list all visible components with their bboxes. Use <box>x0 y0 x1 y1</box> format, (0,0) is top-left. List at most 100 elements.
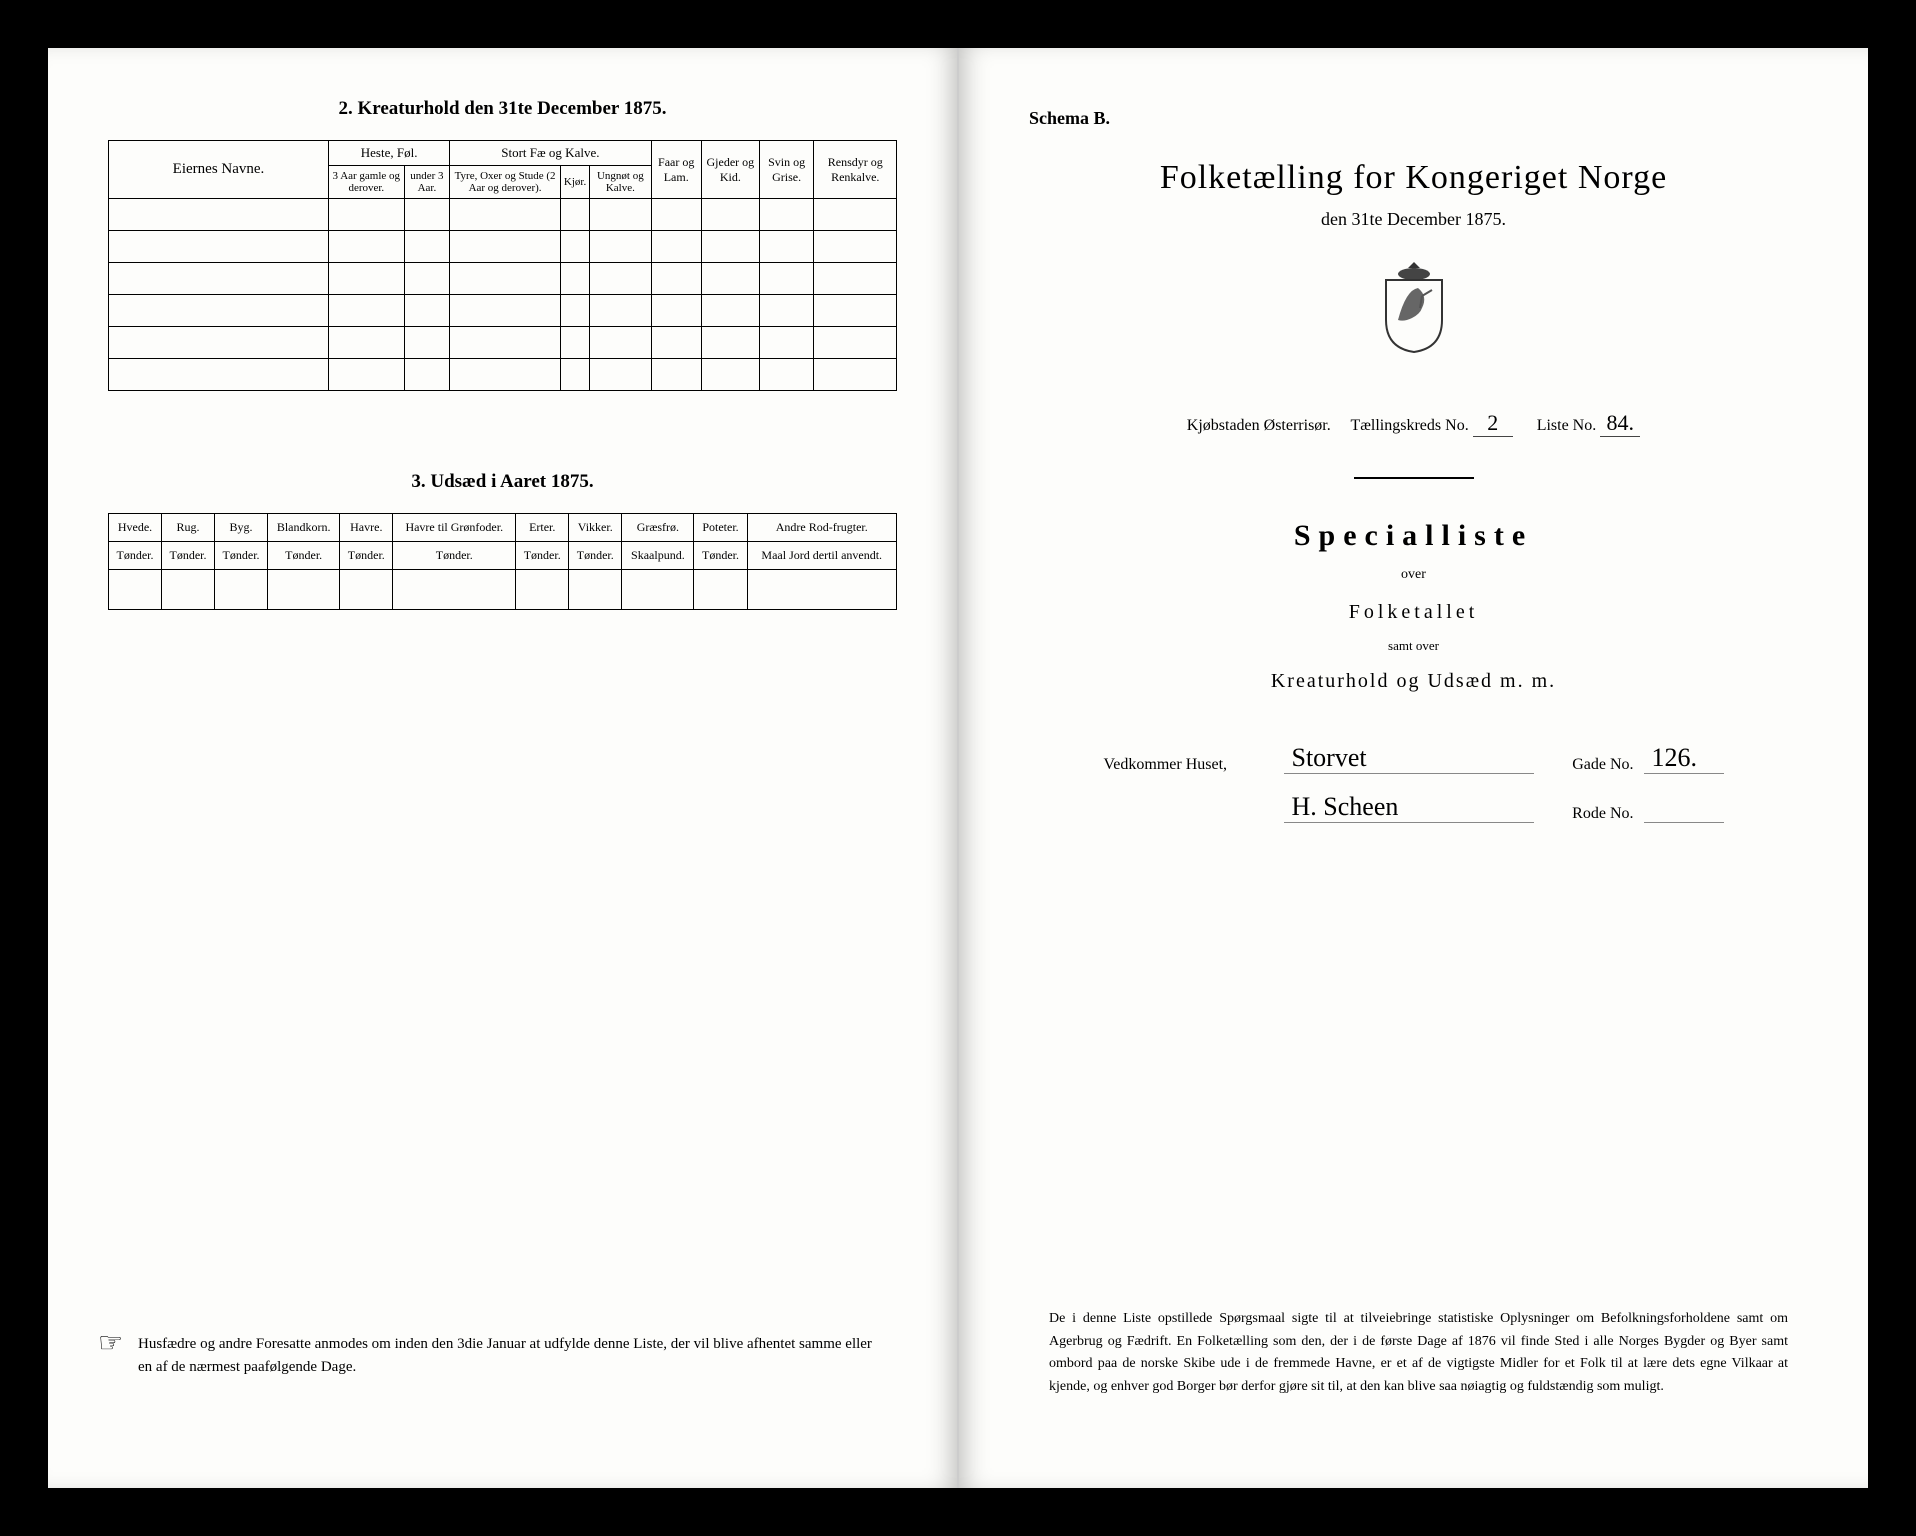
col-eier: Eiernes Navne. <box>109 141 329 199</box>
grp-stort: Stort Fæ og Kalve. <box>450 141 651 166</box>
udsaed-col-sub: Tønder. <box>215 542 268 570</box>
table-cell <box>814 199 897 231</box>
table-cell <box>268 570 340 610</box>
table-cell <box>560 359 589 391</box>
table-cell <box>560 263 589 295</box>
sub-date: den 31te December 1875. <box>1019 209 1808 230</box>
table-cell <box>590 295 651 327</box>
section2-title: 2. Kreaturhold den 31te December 1875. <box>108 98 897 120</box>
table-cell <box>404 359 450 391</box>
table-cell <box>450 359 561 391</box>
meta-liste-label: Liste No. <box>1537 417 1597 434</box>
udsaed-col-head: Græsfrø. <box>622 514 694 542</box>
udsaed-col-head: Blandkorn. <box>268 514 340 542</box>
house-block: Vedkommer Huset, Storvet Gade No. 126. H… <box>1104 743 1724 823</box>
udsaed-col-sub: Tønder. <box>393 542 516 570</box>
schema-label: Schema B. <box>1029 108 1808 129</box>
table-cell <box>814 263 897 295</box>
table-cell <box>404 231 450 263</box>
samt-label: samt over <box>1019 638 1808 654</box>
table-cell <box>516 570 569 610</box>
table-cell <box>590 359 651 391</box>
book-spread: 2. Kreaturhold den 31te December 1875. E… <box>48 48 1868 1488</box>
udsaed-col-sub: Tønder. <box>162 542 215 570</box>
table-cell <box>694 570 747 610</box>
bottom-paragraph: De i denne Liste opstillede Spørgsmaal s… <box>1049 1308 1788 1398</box>
meta-city: Kjøbstaden Østerrisør. <box>1187 417 1331 434</box>
table-cell <box>560 231 589 263</box>
table-cell <box>450 199 561 231</box>
table-cell <box>759 327 814 359</box>
page-left: 2. Kreaturhold den 31te December 1875. E… <box>48 48 959 1488</box>
table-row <box>109 199 897 231</box>
col-stort-c: Ungnøt og Kalve. <box>590 166 651 199</box>
table-cell <box>109 263 329 295</box>
table-cell <box>450 295 561 327</box>
table-cell <box>162 570 215 610</box>
udsaed-col-sub: Tønder. <box>694 542 747 570</box>
table-cell <box>701 231 759 263</box>
udsaed-col-sub: Tønder. <box>340 542 393 570</box>
table-cell <box>701 327 759 359</box>
table-cell <box>590 231 651 263</box>
table-cell <box>109 570 162 610</box>
table-cell <box>450 231 561 263</box>
table-cell <box>109 231 329 263</box>
udsaed-col-sub: Tønder. <box>109 542 162 570</box>
table-cell <box>560 199 589 231</box>
udsaed-col-head: Erter. <box>516 514 569 542</box>
table-cell <box>329 231 405 263</box>
table-row <box>109 359 897 391</box>
col-faar: Faar og Lam. <box>651 141 701 199</box>
table-cell <box>560 327 589 359</box>
col-rens: Rensdyr og Renkalve. <box>814 141 897 199</box>
table-cell <box>622 570 694 610</box>
table-cell <box>759 359 814 391</box>
table-cell <box>590 327 651 359</box>
table-cell <box>814 231 897 263</box>
udsaed-col-sub: Tønder. <box>569 542 622 570</box>
rode-label: Rode No. <box>1534 805 1644 823</box>
table-cell <box>651 295 701 327</box>
udsaed-col-head: Havre. <box>340 514 393 542</box>
table-cell <box>814 359 897 391</box>
page-right: Schema B. Folketælling for Kongeriget No… <box>959 48 1868 1488</box>
table-cell <box>701 199 759 231</box>
gade-label: Gade No. <box>1534 756 1644 774</box>
specialliste-heading: Specialliste <box>1019 519 1808 553</box>
table-cell <box>651 231 701 263</box>
table-cell <box>759 295 814 327</box>
udsaed-col-head: Byg. <box>215 514 268 542</box>
main-title: Folketælling for Kongeriget Norge <box>1019 159 1808 197</box>
table-cell <box>404 199 450 231</box>
owner-val: H. Scheen <box>1284 792 1534 823</box>
table-cell <box>109 327 329 359</box>
grp-heste: Heste, Føl. <box>329 141 450 166</box>
table-cell <box>651 327 701 359</box>
table-cell <box>393 570 516 610</box>
table-cell <box>329 199 405 231</box>
table-cell <box>450 327 561 359</box>
table-row <box>109 327 897 359</box>
col-heste-b: under 3 Aar. <box>404 166 450 199</box>
table-cell <box>560 295 589 327</box>
table-cell <box>404 327 450 359</box>
kreatur-table: Eiernes Navne. Heste, Føl. Stort Fæ og K… <box>108 140 897 391</box>
table-cell <box>759 199 814 231</box>
rode-val <box>1644 822 1724 823</box>
table-cell <box>450 263 561 295</box>
table-cell <box>109 295 329 327</box>
udsaed-col-sub: Tønder. <box>516 542 569 570</box>
table-row <box>109 263 897 295</box>
table-cell <box>747 570 897 610</box>
house-label: Vedkommer Huset, <box>1104 756 1284 774</box>
udsaed-col-head: Hvede. <box>109 514 162 542</box>
rule-divider <box>1354 477 1474 479</box>
table-cell <box>215 570 268 610</box>
gade-val: 126. <box>1644 743 1724 774</box>
section3-title: 3. Udsæd i Aaret 1875. <box>108 471 897 493</box>
table-cell <box>814 327 897 359</box>
col-stort-a: Tyre, Oxer og Stude (2 Aar og derover). <box>450 166 561 199</box>
table-cell <box>404 295 450 327</box>
table-cell <box>109 199 329 231</box>
